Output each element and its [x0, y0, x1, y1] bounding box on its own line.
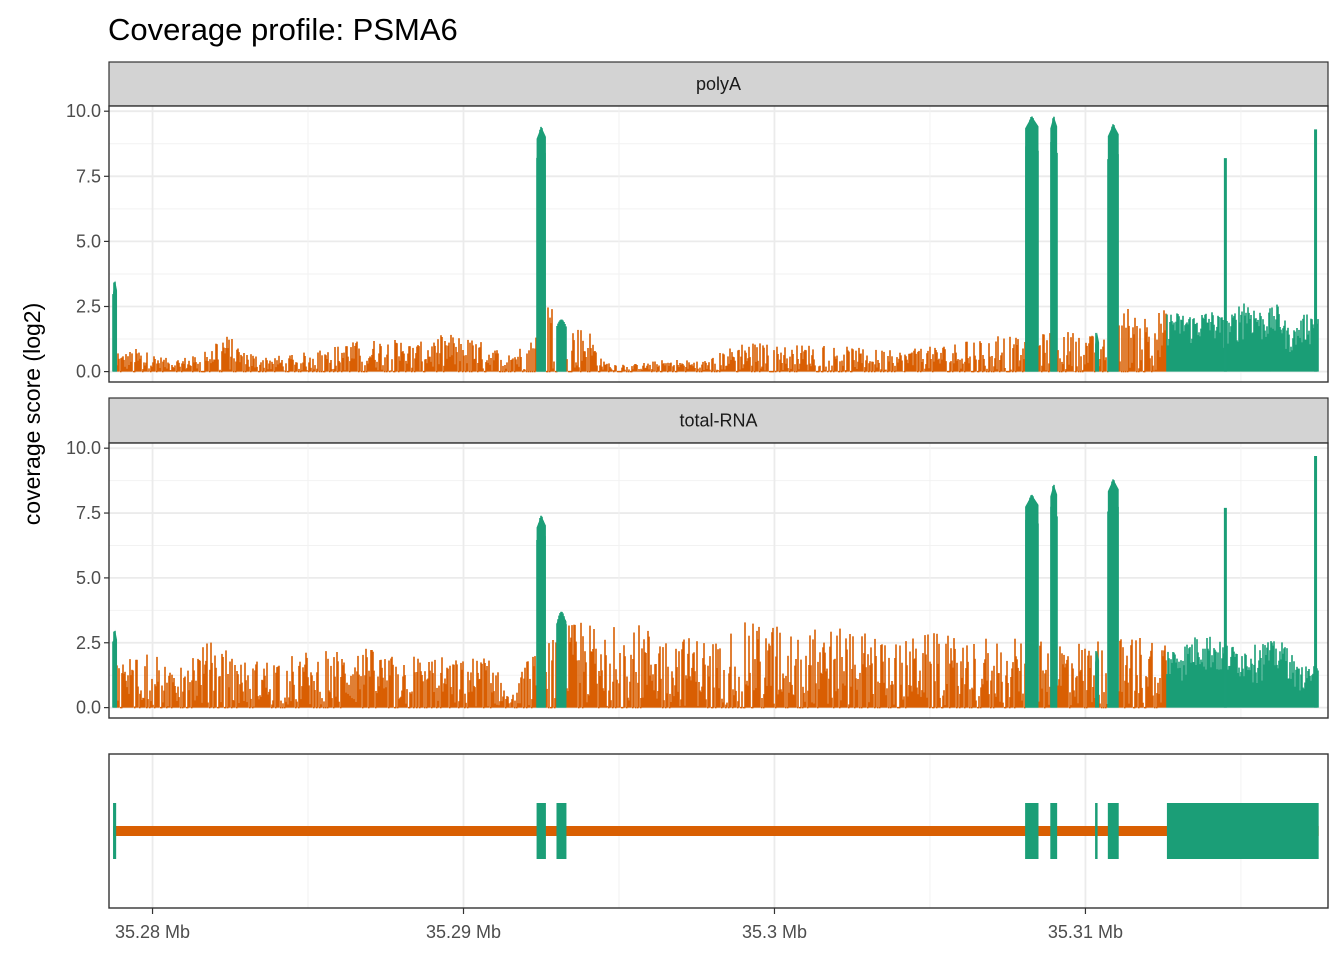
y-tick-label: 0.0	[76, 698, 101, 718]
intron-bar	[113, 826, 1319, 836]
panel-total-RNA: total-RNA 0.0 2.5 5.0 7.5 10.0	[66, 397, 1329, 719]
exon-block	[113, 803, 117, 859]
exon-block	[1050, 803, 1058, 859]
exon-block	[1107, 803, 1119, 859]
y-tick-label: 0.0	[76, 362, 101, 382]
x-axis: 35.28 Mb 35.29 Mb 35.3 Mb 35.31 Mb	[115, 908, 1123, 942]
x-tick-label: 35.29 Mb	[426, 922, 501, 942]
plot-background	[109, 106, 1328, 382]
y-tick-label: 7.5	[76, 503, 101, 523]
y-tick-label: 2.5	[76, 296, 101, 316]
coverage-series	[112, 455, 1319, 709]
utr-block	[1166, 803, 1319, 859]
y-tick-label: 10.0	[66, 438, 101, 458]
exon-peak	[113, 280, 118, 372]
exon-peak	[1025, 116, 1039, 372]
exon-peak	[1095, 332, 1100, 372]
gridlines	[109, 106, 1328, 382]
x-tick-label: 35.31 Mb	[1048, 922, 1123, 942]
coverage-series	[112, 116, 1319, 373]
exon-peak	[1095, 650, 1100, 708]
exon-block	[1025, 803, 1039, 859]
exon-block	[556, 803, 567, 859]
facet-label: polyA	[696, 74, 741, 94]
panel-border	[108, 105, 1329, 383]
y-axis-title: coverage score (log2)	[19, 303, 45, 525]
y-tick-label: 2.5	[76, 633, 101, 653]
x-tick-label: 35.3 Mb	[742, 922, 807, 942]
exon-peak	[556, 611, 567, 708]
y-tick-label: 7.5	[76, 166, 101, 186]
exon-peak	[1107, 124, 1119, 372]
exon-peak	[536, 515, 546, 708]
exon-block	[536, 803, 546, 859]
exon-peak	[1050, 484, 1058, 708]
exon-peak	[536, 126, 546, 372]
gene-model-track	[108, 753, 1329, 909]
facet-strip	[108, 61, 1329, 107]
exon-block	[1095, 803, 1098, 859]
panel-polyA: polyA 0.0 2.5 5.0 7.5 10.0	[66, 61, 1329, 383]
exon-peak	[113, 629, 118, 708]
exon-peak	[1050, 116, 1058, 372]
x-tick-label: 35.28 Mb	[115, 922, 190, 942]
y-tick-label: 5.0	[76, 231, 101, 251]
exon-peak	[1107, 479, 1119, 708]
chart-title: Coverage profile: PSMA6	[108, 12, 458, 47]
facet-label: total-RNA	[679, 411, 757, 431]
panels: polyA 0.0 2.5 5.0 7.5 10.0 total-RNA 0.0 2.5 5.0 7…	[66, 61, 1329, 719]
exon-peak	[1025, 494, 1039, 708]
y-tick-label: 5.0	[76, 568, 101, 588]
y-tick-label: 10.0	[66, 101, 101, 121]
panel-border	[108, 442, 1329, 719]
exon-peak	[556, 319, 567, 372]
gene-track-border	[108, 753, 1329, 909]
